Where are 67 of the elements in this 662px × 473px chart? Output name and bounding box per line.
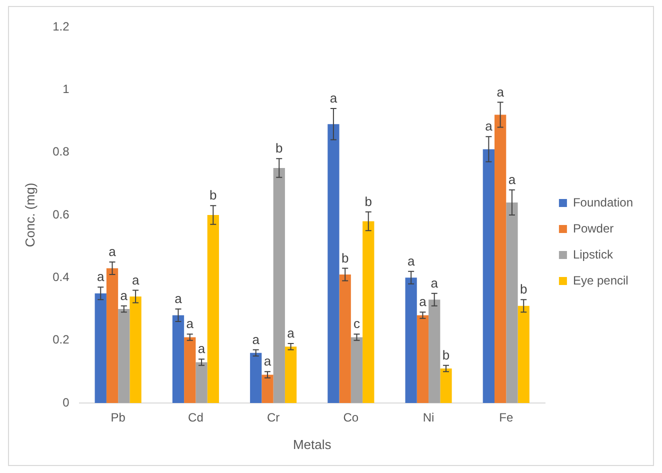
x-tick-label: Cr: [266, 410, 280, 425]
data-label: a: [287, 326, 296, 341]
bar: [328, 124, 340, 403]
legend-label: Foundation: [572, 195, 633, 210]
legend-label: Lipstick: [572, 247, 614, 262]
y-axis-title: Conc. (mg): [22, 182, 38, 248]
data-label: a: [407, 253, 416, 268]
bar: [184, 337, 196, 403]
data-label: a: [198, 341, 206, 356]
y-tick-label: 1.2: [52, 19, 70, 34]
x-axis-title: Metals: [292, 436, 332, 452]
bar: [94, 293, 106, 403]
y-tick-label: 0.2: [52, 332, 70, 347]
bar: [284, 346, 297, 403]
y-tick-label: 0: [62, 395, 70, 410]
data-label: b: [210, 188, 217, 203]
y-tick-label: 0.4: [52, 270, 70, 284]
data-label: b: [364, 194, 372, 209]
bar: [118, 309, 130, 403]
bar: [362, 221, 374, 403]
bar: [416, 315, 429, 403]
bar: [506, 202, 518, 403]
data-label: a: [120, 288, 128, 303]
bar: [250, 352, 262, 403]
bar: [196, 362, 208, 403]
data-label: a: [330, 90, 338, 106]
bar: [172, 315, 184, 403]
data-label: b: [276, 140, 283, 156]
bar: [273, 168, 285, 403]
data-label: a: [508, 172, 516, 188]
bar: [482, 149, 495, 403]
data-label: a: [419, 294, 428, 310]
y-tick-label: 0.6: [52, 207, 70, 222]
x-tick-label: Ni: [422, 410, 434, 425]
x-tick-label: Cd: [188, 410, 204, 425]
data-label: b: [442, 347, 450, 362]
bar: [339, 274, 351, 403]
data-label: a: [108, 244, 117, 260]
data-label: a: [174, 291, 183, 306]
x-tick-label: Co: [343, 410, 359, 425]
data-label: b: [520, 282, 528, 297]
data-label: a: [252, 332, 260, 347]
x-tick-label: Fe: [499, 410, 514, 425]
data-label: c: [353, 316, 360, 332]
bar: [440, 368, 452, 403]
data-label: a: [132, 272, 140, 288]
bar: [494, 114, 506, 403]
x-tick-label: Pb: [110, 410, 126, 425]
bar: [405, 278, 417, 403]
bar: [518, 306, 530, 403]
bar: [428, 300, 440, 403]
y-tick-label: 1: [62, 82, 70, 96]
legend-label: Powder: [572, 221, 614, 236]
bar: [106, 268, 118, 403]
data-label: a: [496, 84, 505, 100]
data-label: a: [97, 269, 106, 284]
bar: [130, 296, 142, 403]
legend-label: Eye pencil: [572, 273, 628, 288]
data-label: a: [186, 316, 194, 332]
bar: [350, 337, 363, 403]
y-tick-label: 0.8: [52, 144, 70, 159]
data-label: b: [341, 250, 349, 266]
bar: [262, 374, 274, 403]
data-label: a: [264, 354, 272, 369]
data-label: a: [430, 275, 439, 290]
data-label: a: [485, 118, 494, 134]
bar: [207, 215, 219, 403]
